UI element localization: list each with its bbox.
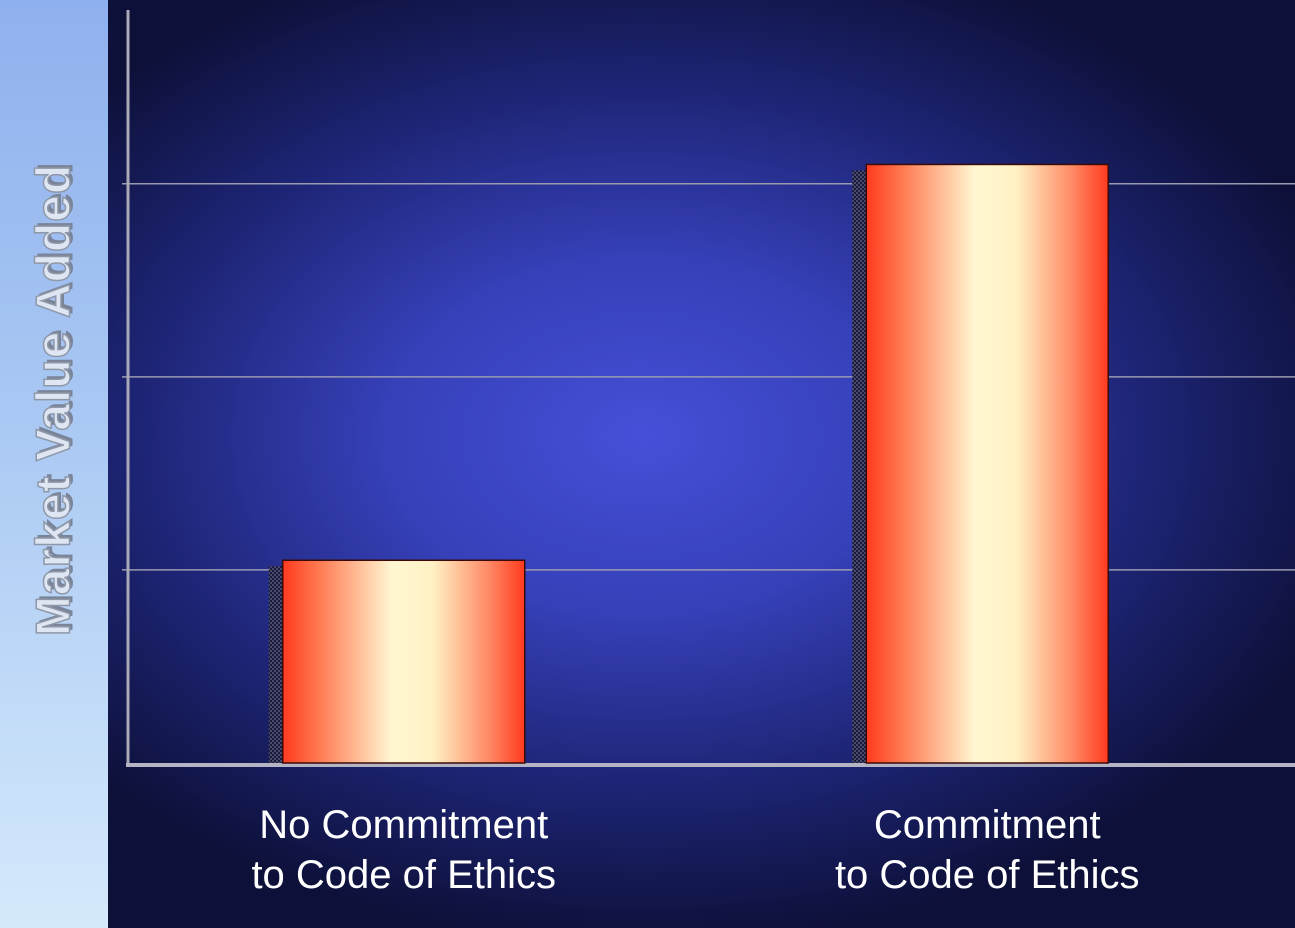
- gridlines: [122, 183, 1295, 571]
- x-tick-label-commitment: Commitment to Code of Ethics: [727, 800, 1247, 900]
- x-tick-label-line: No Commitment: [259, 803, 549, 847]
- bar-shadow: [268, 566, 283, 763]
- bar: [865, 163, 1109, 764]
- axes: [126, 10, 1295, 767]
- x-tick-label-no-commitment: No Commitment to Code of Ethics: [144, 800, 664, 900]
- x-tick-label-line: to Code of Ethics: [251, 853, 557, 897]
- bar-shadow: [852, 170, 867, 763]
- bar: [282, 559, 526, 764]
- x-tick-label-line: Commitment: [873, 803, 1101, 847]
- x-tick-label-line: to Code of Ethics: [834, 853, 1140, 897]
- bars: [268, 163, 1109, 764]
